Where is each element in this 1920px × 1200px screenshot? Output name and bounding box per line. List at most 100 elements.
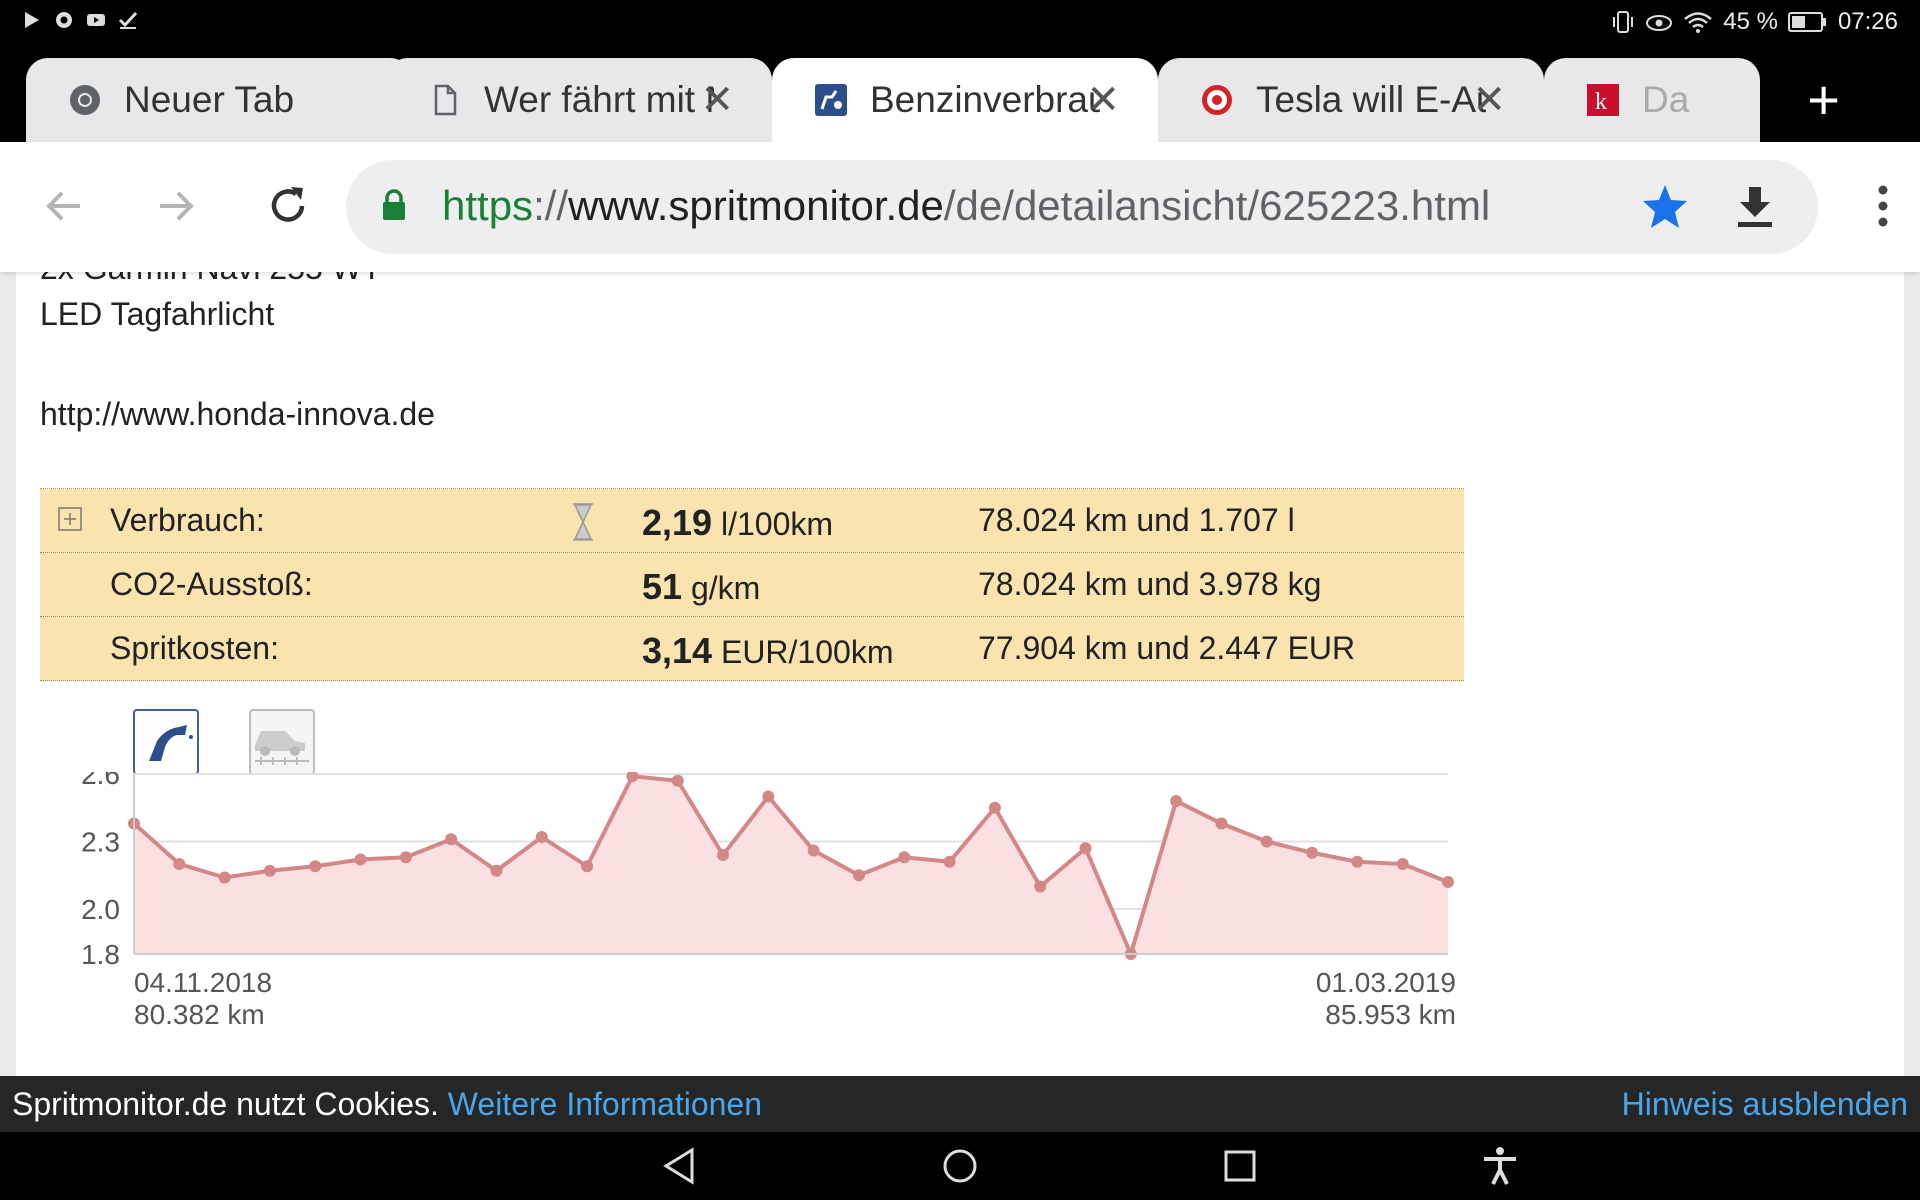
- svg-text:k: k: [1595, 89, 1607, 115]
- data-point: [581, 860, 594, 873]
- tab-tesla[interactable]: Tesla will E-Au ✕: [1158, 58, 1544, 142]
- k-icon: k: [1587, 84, 1619, 116]
- tab-title: Tesla will E-Au: [1256, 79, 1486, 120]
- menu-more-icon[interactable]: [1876, 184, 1890, 228]
- reload-button[interactable]: [260, 178, 316, 234]
- data-point: [1396, 858, 1409, 870]
- youtube-icon: [87, 14, 105, 26]
- data-point: [1079, 842, 1092, 855]
- data-point: [1215, 817, 1228, 830]
- x-end-date-label: 01.03.2019: [1316, 967, 1456, 998]
- y-tick-label: 2.3: [81, 827, 120, 858]
- browser-toolbar: https://www.spritmonitor.de/de/detailans…: [0, 142, 1920, 272]
- close-tab-icon[interactable]: ✕: [1472, 78, 1506, 122]
- chrome-icon: [70, 85, 100, 115]
- car-distance-icon: [255, 731, 309, 765]
- y-tick-label: 2.6: [81, 772, 120, 790]
- battery-icon: [1787, 12, 1826, 32]
- data-point: [943, 855, 956, 868]
- hourglass-icon[interactable]: [570, 501, 596, 543]
- stat-value: 51 g/km: [642, 566, 761, 607]
- chrome-status-icon: [56, 12, 72, 28]
- address-bar[interactable]: https://www.spritmonitor.de/de/detailans…: [346, 160, 1818, 254]
- forward-button[interactable]: [148, 178, 204, 234]
- data-point: [626, 772, 639, 783]
- stat-label: Spritkosten:: [110, 630, 279, 666]
- tab-title: Benzinverbrau: [870, 79, 1100, 120]
- bookmark-star-icon[interactable]: [1640, 182, 1690, 232]
- data-point: [399, 851, 412, 864]
- android-nav-bar: [0, 1132, 1920, 1200]
- data-point: [1034, 880, 1047, 893]
- stats-row-spritkosten: Spritkosten: 3,14 EUR/100km 77.904 km un…: [40, 617, 1464, 681]
- y-tick-label: 1.8: [81, 939, 120, 970]
- page-content: 2x Garmin Navi 255 WT LED Tagfahrlicht h…: [16, 272, 1904, 1076]
- cookie-text: Spritmonitor.de nutzt Cookies.: [12, 1086, 439, 1122]
- data-point: [1351, 855, 1364, 868]
- data-point: [535, 831, 548, 843]
- task-done-icon: [118, 11, 138, 29]
- back-button[interactable]: [36, 178, 92, 234]
- expand-plus-icon[interactable]: [58, 507, 82, 531]
- x-start-date-label: 04.11.2018: [134, 967, 272, 998]
- spritmonitor-icon: [815, 84, 847, 116]
- data-point: [218, 871, 231, 884]
- x-end-km-label: 85.953 km: [1325, 999, 1456, 1030]
- data-point: [717, 849, 730, 861]
- download-icon[interactable]: [1732, 184, 1778, 230]
- area-fill: [134, 776, 1448, 954]
- data-point: [490, 864, 503, 877]
- stat-label: CO2-Ausstoß:: [110, 566, 313, 602]
- lock-icon[interactable]: [382, 188, 406, 222]
- chart-fuel-button[interactable]: [133, 709, 199, 775]
- stat-detail: 78.024 km und 1.707 l: [978, 502, 1295, 538]
- fuel-nozzle-icon: [149, 725, 193, 761]
- data-point: [1306, 846, 1319, 859]
- cookie-bar: Spritmonitor.de nutzt Cookies. Weitere I…: [0, 1076, 1920, 1132]
- eye-comfort-icon: [1646, 15, 1673, 31]
- tab-title: Neuer Tab: [124, 79, 295, 120]
- url-text[interactable]: https://www.spritmonitor.de/de/detailans…: [442, 182, 1491, 229]
- cookie-more-info-link[interactable]: Weitere Informationen: [447, 1086, 762, 1122]
- stat-detail: 77.904 km und 2.447 EUR: [978, 630, 1356, 666]
- accessibility-icon[interactable]: [1480, 1146, 1520, 1186]
- nav-home-icon[interactable]: [940, 1146, 980, 1186]
- tab-neuer-tab[interactable]: Neuer Tab: [26, 58, 412, 142]
- chart-distance-button[interactable]: [249, 709, 315, 775]
- equipment-line-cut: 2x Garmin Navi 255 WT: [40, 272, 381, 287]
- stats-table: Verbrauch: 2,19 l/100km 78.024 km und 1.…: [40, 488, 1464, 681]
- data-point: [762, 790, 775, 803]
- new-tab-button[interactable]: +: [1807, 68, 1840, 131]
- equipment-line: LED Tagfahrlicht: [40, 296, 275, 332]
- play-store-icon: [25, 12, 39, 28]
- status-bar: 45 % 07:26: [0, 0, 1920, 48]
- wifi-icon: [1684, 12, 1713, 33]
- close-tab-icon[interactable]: ✕: [1086, 78, 1120, 122]
- stats-row-co2: CO2-Ausstoß: 51 g/km 78.024 km und 3.978…: [40, 553, 1464, 617]
- nav-back-icon[interactable]: [660, 1146, 700, 1186]
- data-point: [898, 851, 911, 864]
- data-point: [173, 858, 186, 870]
- data-point: [1260, 835, 1273, 848]
- stat-detail: 78.024 km und 3.978 kg: [978, 566, 1322, 602]
- tab-benzinverbrauch[interactable]: Benzinverbrau ✕: [772, 58, 1158, 142]
- data-point: [807, 844, 820, 857]
- page-left-edge: [0, 272, 16, 1076]
- stat-label: Verbrauch:: [110, 502, 265, 538]
- document-icon: [434, 84, 457, 116]
- nav-recents-icon[interactable]: [1220, 1146, 1260, 1186]
- series-line: [132, 774, 1449, 960]
- tab-title: Wer fährt mit M: [484, 79, 714, 120]
- close-tab-icon[interactable]: ✕: [700, 78, 734, 122]
- website-link[interactable]: http://www.honda-innova.de: [40, 396, 435, 432]
- tab-kicker[interactable]: k Da: [1544, 58, 1760, 142]
- tab-wer-faehrt[interactable]: Wer fährt mit M ✕: [386, 58, 772, 142]
- data-point: [1442, 876, 1454, 888]
- x-start-km-label: 80.382 km: [134, 999, 265, 1030]
- stat-value: 3,14 EUR/100km: [642, 630, 894, 671]
- data-point: [852, 869, 865, 882]
- data-point: [1170, 795, 1183, 807]
- cookie-hide-link[interactable]: Hinweis ausblenden: [1621, 1086, 1908, 1122]
- stat-value: 2,19 l/100km: [642, 502, 834, 543]
- data-point: [671, 774, 684, 787]
